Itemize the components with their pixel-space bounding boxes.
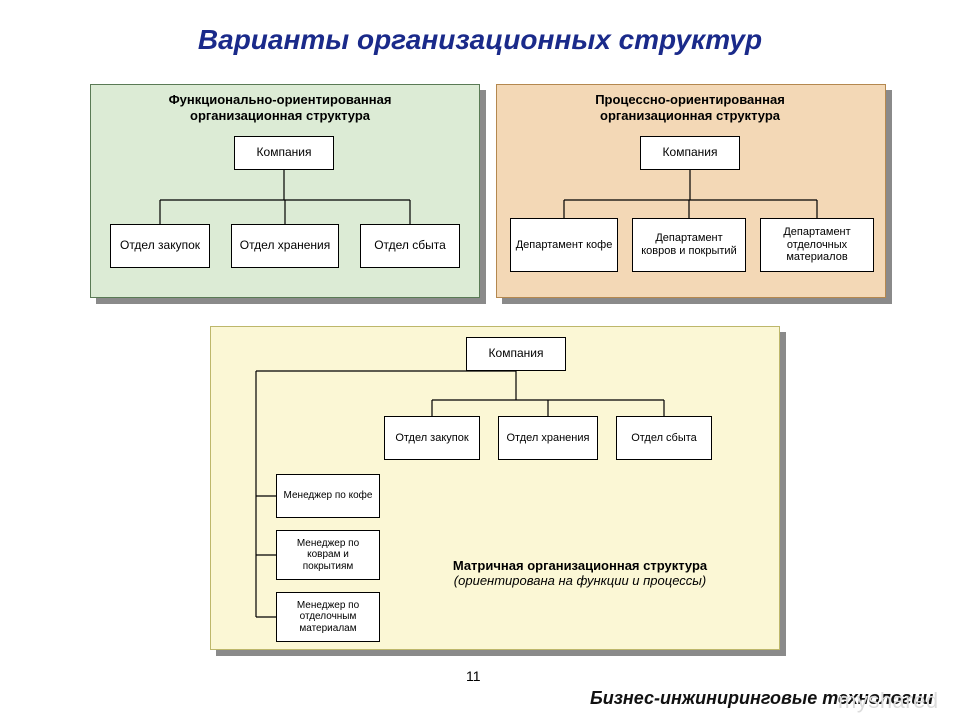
- caption-matrix-line1: Матричная организационная структура: [453, 558, 707, 573]
- node-matrix-row-0: Менеджер по кофе: [276, 474, 380, 518]
- node-matrix-col-2: Отдел сбыта: [616, 416, 712, 460]
- node-matrix-root: Компания: [466, 337, 566, 371]
- caption-matrix-line2: (ориентирована на функции и процессы): [454, 573, 706, 588]
- node-matrix-col-0: Отдел закупок: [384, 416, 480, 460]
- node-matrix-row-2: Менеджер по отделочным материалам: [276, 592, 380, 642]
- footer-text: Бизнес-инжиниринговые технологии: [590, 688, 933, 709]
- node-matrix-col-1: Отдел хранения: [498, 416, 598, 460]
- caption-matrix: Матричная организационная структура (ори…: [394, 558, 766, 598]
- node-matrix-row-1: Менеджер по коврам и покрытиям: [276, 530, 380, 580]
- slide-stage: Варианты организационных структур Функци…: [0, 0, 960, 720]
- page-number: 11: [466, 668, 481, 684]
